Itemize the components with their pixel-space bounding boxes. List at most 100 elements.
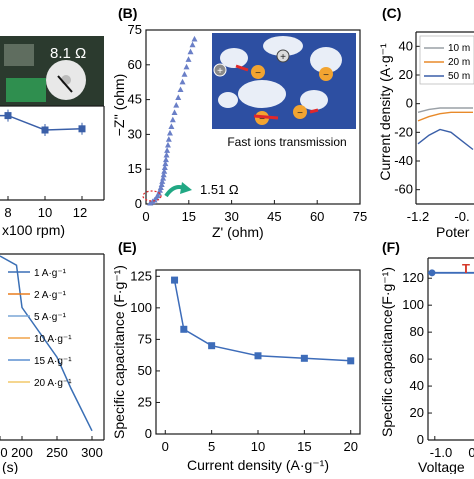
panel-c-ytick-label: -40	[394, 153, 413, 168]
panel-b-point	[185, 56, 192, 62]
panel-d-legend-label: 15 A·g⁻¹	[34, 356, 72, 367]
panel-a-xtick-12: 12	[73, 205, 87, 220]
panel-c-ytick-label: 0	[406, 96, 413, 111]
panel-b-inset-arrow	[253, 114, 279, 120]
panel-d-x-label: (s)	[2, 459, 18, 474]
panel-b-point	[169, 116, 176, 123]
panel-d-legend-label: 5 A·g⁻¹	[34, 312, 67, 323]
panel-c-legend-label-20: 20 m	[448, 57, 470, 68]
panel-b-inset-cation	[276, 49, 290, 63]
panel-b-inset: + + − − − −	[212, 33, 356, 129]
panel-b-point	[177, 86, 184, 93]
panel-b-inset-arrow	[309, 108, 319, 114]
panel-b-inset-pore	[238, 80, 286, 108]
panel-a-xtick-8: 8	[4, 205, 11, 220]
panel-d-plot	[0, 255, 93, 440]
panel-e-point	[347, 357, 355, 365]
panel-d-xtick-200: 200	[11, 445, 33, 460]
panel-b: (B) −Z'' (ohm) 0 15 30 45 60 75 0 15 30 45 60 75 + …	[111, 5, 367, 240]
panel-b-point	[158, 181, 165, 187]
panel-b-point	[168, 123, 175, 129]
panel-f-y-label: Specific capacitance(F·g⁻¹)	[379, 267, 395, 437]
panel-b-point	[163, 151, 170, 158]
panel-e-series-line	[173, 279, 351, 362]
panel-b-ticks: 0 15 30 45 60 75 0 15 30 45 60 75	[128, 22, 368, 224]
panel-a-x-label: x100 rpm)	[2, 222, 65, 238]
panel-b-inset-plus-sign: +	[280, 52, 286, 63]
panel-f-point	[428, 269, 436, 277]
panel-b-semicircle-highlight	[142, 190, 162, 202]
panel-b-inset-pore	[310, 47, 342, 73]
panel-f-ytick-label: 60	[410, 351, 424, 366]
panel-e-point	[254, 352, 262, 360]
panel-c-series-line	[417, 111, 473, 122]
panel-b-plot	[147, 35, 198, 206]
panel-a-photo-green-pad	[6, 78, 46, 102]
panel-b-inset-minus-sign: −	[255, 68, 261, 79]
panel-b-annotation-arrow-head	[180, 182, 192, 194]
panel-c-series-line	[417, 107, 473, 113]
panel-e-point	[300, 354, 308, 362]
panel-b-point	[173, 102, 180, 108]
panel-e-label: (E)	[118, 239, 137, 255]
panel-f-xtick-1: -1.0	[430, 445, 452, 460]
panel-d-legend: 1 A·g⁻¹ 2 A·g⁻¹ 5 A·g⁻¹ 10 A·g⁻¹ 15 A·g⁻¹ 20 …	[8, 268, 72, 389]
panel-b-point	[160, 175, 167, 181]
panel-b-point	[187, 48, 194, 55]
panel-c-plot	[417, 107, 474, 151]
panel-a-xtick-10: 10	[38, 205, 52, 220]
panel-a-photo-reading: 8.1 Ω	[50, 45, 86, 62]
panel-e-ticks: 0 5 10 15 20 0 25 50 75 100 125	[130, 268, 358, 454]
panel-b-inset-minus-sign: −	[259, 114, 265, 125]
panel-b-point	[157, 184, 164, 190]
panel-f-xtick-2: 0	[468, 445, 474, 460]
panel-b-point	[162, 160, 169, 167]
panel-b-inset-pore	[220, 48, 248, 68]
panel-b-xtick-label: 60	[310, 209, 324, 224]
panel-b-xtick-label: 75	[353, 209, 367, 224]
panel-d-xtick-250: 250	[46, 445, 68, 460]
panel-e-ytick-label: 75	[138, 331, 152, 346]
panel-e-xtick-label: 15	[297, 439, 311, 454]
panel-b-point	[181, 71, 188, 77]
panel-e-point	[171, 276, 179, 284]
panel-e-xtick-label: 5	[208, 439, 215, 454]
panel-b-xtick-label: 45	[267, 209, 281, 224]
panel-b-label: (B)	[118, 5, 137, 21]
panel-d-xtick-0: 0	[0, 445, 7, 460]
panel-b-point	[183, 63, 190, 70]
panel-b-ytick-label: 30	[128, 126, 142, 141]
panel-b-ytick-label: 75	[128, 22, 142, 37]
panel-b-point	[166, 129, 173, 136]
panel-e-ytick-label: 125	[130, 268, 152, 283]
panel-f: (F) Specific capacitance(F·g⁻¹) 0 20 40 60 8…	[379, 239, 474, 475]
panel-b-y-label: −Z'' (ohm)	[111, 74, 127, 137]
panel-c-legend-label-50: 50 m	[448, 71, 470, 82]
panel-b-inset-plus-sign: +	[217, 66, 223, 77]
panel-b-x-label: Z' (ohm)	[212, 224, 264, 240]
panel-b-point	[191, 35, 198, 42]
panel-e-ytick-label: 25	[138, 394, 152, 409]
panel-f-ytick-label: 40	[410, 378, 424, 393]
panel-c-xtick-2: -0.	[454, 209, 469, 224]
panel-d: 1 A·g⁻¹ 2 A·g⁻¹ 5 A·g⁻¹ 10 A·g⁻¹ 15 A·g⁻¹ 20 …	[0, 253, 105, 475]
panel-a-point	[4, 112, 12, 120]
panel-b-inset-cation	[213, 63, 227, 77]
panel-a-photo-meter	[4, 44, 34, 66]
panel-f-ytick-label: 120	[402, 270, 424, 285]
panel-b-inset-pore	[218, 92, 238, 108]
panel-b-inset-caption: Fast ions transmission	[227, 135, 346, 149]
panel-b-ytick-label: 15	[128, 161, 142, 176]
panel-b-annotation: 1.51 Ω	[200, 182, 239, 197]
panel-b-frame	[145, 29, 361, 205]
panel-f-ytick-label: 100	[402, 297, 424, 312]
panel-d-series-line	[0, 255, 93, 432]
panel-b-inset-anion	[251, 65, 265, 79]
panel-f-ytick-label: 20	[410, 405, 424, 420]
panel-f-ytick-label: 80	[410, 324, 424, 339]
panel-c-ytick-label: 40	[399, 38, 413, 53]
panel-b-point	[165, 136, 172, 142]
panel-e-xtick-label: 10	[251, 439, 265, 454]
panel-e-xtick-label: 20	[343, 439, 357, 454]
